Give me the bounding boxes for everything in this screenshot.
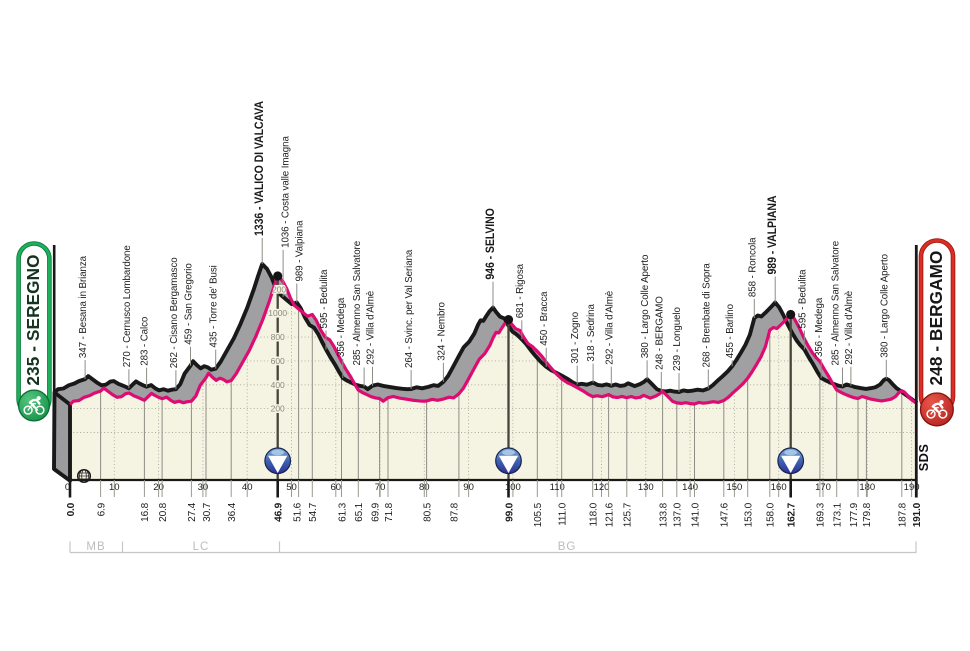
- svg-text:595 - Bedulita: 595 - Bedulita: [319, 269, 330, 328]
- svg-text:69.9: 69.9: [370, 503, 381, 522]
- svg-text:1000: 1000: [268, 308, 287, 318]
- svg-text:301 - Zogno: 301 - Zogno: [570, 311, 581, 363]
- svg-text:285 - Almenno San Salvatore: 285 - Almenno San Salvatore: [830, 240, 841, 365]
- svg-text:46.9: 46.9: [273, 503, 284, 522]
- svg-text:160: 160: [771, 482, 787, 493]
- svg-text:125.7: 125.7: [622, 503, 633, 528]
- svg-text:71.8: 71.8: [384, 503, 395, 522]
- svg-text:61.3: 61.3: [337, 503, 348, 522]
- svg-text:158.0: 158.0: [765, 503, 776, 528]
- svg-text:239 - Longuelo: 239 - Longuelo: [672, 307, 683, 371]
- svg-text:80.5: 80.5: [422, 503, 433, 522]
- svg-text:190: 190: [904, 482, 920, 493]
- svg-text:681 - Rigosa: 681 - Rigosa: [515, 264, 526, 319]
- svg-text:248 - BERGAMO: 248 - BERGAMO: [926, 250, 946, 385]
- svg-text:292 - Villa d'Almè: 292 - Villa d'Almè: [844, 290, 855, 364]
- svg-text:20: 20: [153, 482, 164, 493]
- svg-text:30.7: 30.7: [202, 503, 213, 522]
- svg-text:137.0: 137.0: [672, 503, 683, 528]
- svg-text:318 - Sedrina: 318 - Sedrina: [586, 304, 597, 362]
- svg-text:50: 50: [286, 482, 297, 493]
- svg-text:946 - SELVINO: 946 - SELVINO: [484, 208, 497, 280]
- svg-text:118.0: 118.0: [588, 503, 599, 527]
- svg-text:200: 200: [271, 404, 285, 414]
- svg-text:10: 10: [109, 482, 120, 493]
- svg-text:54.7: 54.7: [308, 503, 319, 522]
- svg-text:BG: BG: [558, 541, 577, 553]
- svg-text:170: 170: [815, 482, 831, 493]
- svg-text:162.7: 162.7: [786, 503, 797, 528]
- svg-text:187.8: 187.8: [897, 503, 908, 528]
- svg-text:459 - San Gregorio: 459 - San Gregorio: [183, 263, 194, 345]
- svg-text:270 - Cernusco Lombardone: 270 - Cernusco Lombardone: [122, 245, 133, 368]
- svg-text:600: 600: [271, 356, 285, 366]
- svg-text:60: 60: [331, 482, 342, 493]
- svg-text:248 - BERGAMO: 248 - BERGAMO: [654, 296, 665, 370]
- svg-text:285 - Almenno San Salvatore: 285 - Almenno San Salvatore: [352, 240, 363, 365]
- svg-text:177.9: 177.9: [849, 503, 860, 528]
- svg-text:90: 90: [463, 482, 474, 493]
- svg-text:130: 130: [638, 482, 654, 493]
- svg-text:120: 120: [594, 482, 610, 493]
- svg-text:858 - Roncola: 858 - Roncola: [747, 237, 758, 297]
- svg-text:6.9: 6.9: [96, 503, 107, 517]
- svg-text:MB: MB: [86, 541, 105, 553]
- svg-text:30: 30: [198, 482, 209, 493]
- svg-text:1200: 1200: [267, 284, 286, 294]
- svg-text:180: 180: [859, 482, 875, 493]
- svg-text:800: 800: [271, 332, 285, 342]
- svg-text:121.6: 121.6: [604, 503, 615, 528]
- svg-text:140: 140: [682, 482, 698, 493]
- svg-text:110: 110: [550, 482, 565, 493]
- svg-text:80: 80: [419, 482, 430, 493]
- svg-text:450 - Bracca: 450 - Bracca: [539, 291, 550, 346]
- svg-text:989 - Valpiana: 989 - Valpiana: [294, 220, 305, 281]
- svg-text:262 - Cisano Bergamasco: 262 - Cisano Bergamasco: [169, 257, 180, 368]
- svg-text:100: 100: [505, 482, 521, 493]
- svg-text:191.0: 191.0: [912, 503, 923, 528]
- svg-text:SDS: SDS: [916, 444, 931, 472]
- svg-text:292 - Villa d'Almè: 292 - Villa d'Almè: [604, 290, 615, 364]
- svg-text:173.1: 173.1: [832, 503, 843, 528]
- svg-text:356 - Medega: 356 - Medega: [336, 297, 347, 357]
- svg-text:51.6: 51.6: [292, 503, 303, 522]
- svg-text:0.0: 0.0: [66, 503, 77, 517]
- svg-text:400: 400: [271, 380, 285, 390]
- svg-text:20.8: 20.8: [158, 503, 169, 522]
- svg-text:150: 150: [726, 482, 742, 493]
- svg-text:235 - SEREGNO: 235 - SEREGNO: [23, 254, 43, 385]
- svg-text:435 - Torre de' Busi: 435 - Torre de' Busi: [208, 265, 219, 347]
- svg-text:324 - Nembro: 324 - Nembro: [436, 302, 447, 361]
- svg-text:133.8: 133.8: [658, 503, 669, 528]
- svg-text:0: 0: [65, 482, 70, 493]
- svg-text:283 - Calco: 283 - Calco: [139, 316, 150, 365]
- svg-text:141.0: 141.0: [690, 503, 701, 528]
- svg-text:27.4: 27.4: [187, 503, 198, 522]
- svg-text:40: 40: [242, 482, 253, 493]
- svg-text:111.0: 111.0: [557, 503, 568, 526]
- svg-text:169.3: 169.3: [816, 503, 827, 528]
- svg-text:105.5: 105.5: [533, 503, 544, 528]
- svg-text:989 - VALPIANA: 989 - VALPIANA: [767, 196, 780, 275]
- svg-text:147.6: 147.6: [719, 503, 730, 528]
- svg-text:LC: LC: [193, 541, 210, 553]
- svg-text:65.1: 65.1: [354, 503, 365, 522]
- svg-text:1336 - VALICO DI VALCAVA: 1336 - VALICO DI VALCAVA: [254, 101, 267, 236]
- svg-text:1036 - Costa valle Imagna: 1036 - Costa valle Imagna: [280, 136, 291, 248]
- svg-text:153.0: 153.0: [743, 503, 754, 528]
- svg-text:36.4: 36.4: [227, 503, 238, 522]
- svg-text:179.8: 179.8: [862, 503, 873, 528]
- svg-text:292 - Villa d'Almè: 292 - Villa d'Almè: [365, 290, 376, 364]
- svg-text:87.8: 87.8: [450, 503, 461, 522]
- svg-text:380 - Largo Colle Aperto: 380 - Largo Colle Aperto: [879, 254, 890, 358]
- svg-text:16.8: 16.8: [140, 503, 151, 522]
- svg-text:99.0: 99.0: [504, 503, 515, 522]
- svg-text:268 - Brembate di Sopra: 268 - Brembate di Sopra: [701, 263, 712, 368]
- svg-text:356 - Medega: 356 - Medega: [814, 297, 825, 357]
- svg-text:455 - Barlino: 455 - Barlino: [725, 304, 736, 359]
- svg-text:380 - Largo Colle Aperto: 380 - Largo Colle Aperto: [640, 254, 651, 358]
- svg-text:347 - Besana in Brianza: 347 - Besana in Brianza: [78, 255, 89, 358]
- svg-text:595 - Bedulita: 595 - Bedulita: [797, 269, 808, 328]
- svg-text:264 - Svinc. per Val Seriana: 264 - Svinc. per Val Seriana: [404, 249, 415, 368]
